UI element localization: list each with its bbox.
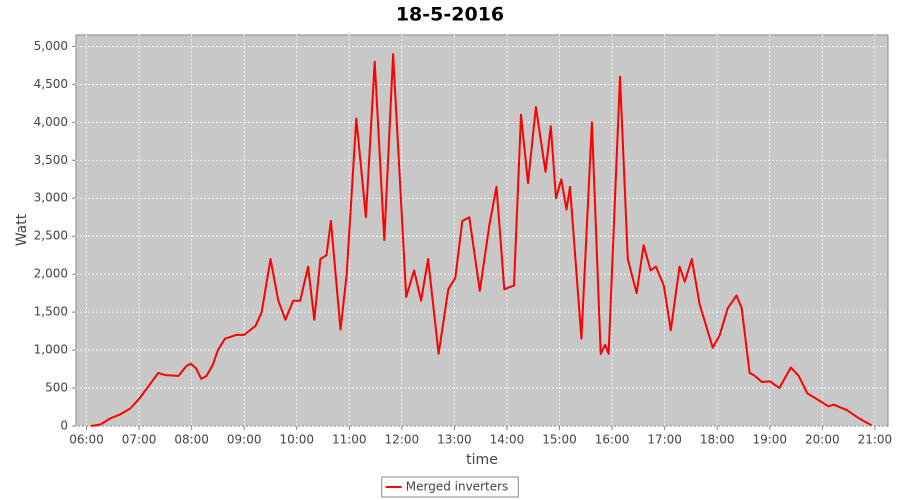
y-axis-label: Watt xyxy=(14,213,30,246)
y-tick-label: 3,000 xyxy=(34,191,68,205)
x-tick-label: 16:00 xyxy=(595,433,630,447)
x-tick-label: 12:00 xyxy=(385,433,420,447)
x-tick-label: 07:00 xyxy=(122,433,157,447)
y-tick-label: 500 xyxy=(45,381,68,395)
x-tick-label: 15:00 xyxy=(542,433,577,447)
x-tick-label: 06:00 xyxy=(69,433,104,447)
x-tick-label: 18:00 xyxy=(700,433,735,447)
x-tick-label: 17:00 xyxy=(647,433,682,447)
y-tick-label: 1,000 xyxy=(34,343,68,357)
x-tick-label: 09:00 xyxy=(227,433,262,447)
x-tick-label: 13:00 xyxy=(437,433,472,447)
x-tick-label: 10:00 xyxy=(279,433,314,447)
y-tick-label: 5,000 xyxy=(34,39,68,53)
y-tick-label: 0 xyxy=(60,419,68,433)
x-axis-label: time xyxy=(466,452,498,468)
y-tick-label: 2,500 xyxy=(34,229,68,243)
y-tick-label: 4,000 xyxy=(34,115,68,129)
x-tick-label: 20:00 xyxy=(805,433,840,447)
plot-area xyxy=(75,34,889,427)
x-tick-label: 21:00 xyxy=(858,433,893,447)
legend-label: Merged inverters xyxy=(406,480,509,494)
y-tick-label: 1,500 xyxy=(34,305,68,319)
x-tick-label: 14:00 xyxy=(490,433,525,447)
y-tick-label: 2,000 xyxy=(34,267,68,281)
line xyxy=(90,53,872,427)
y-tick-label: 4,500 xyxy=(34,77,68,91)
y-tick-label: 3,500 xyxy=(34,153,68,167)
x-tick-label: 11:00 xyxy=(332,433,367,447)
x-tick-label: 08:00 xyxy=(174,433,209,447)
x-tick-label: 19:00 xyxy=(752,433,787,447)
legend xyxy=(381,476,519,498)
chart-title: 18-5-2016 xyxy=(396,4,504,26)
